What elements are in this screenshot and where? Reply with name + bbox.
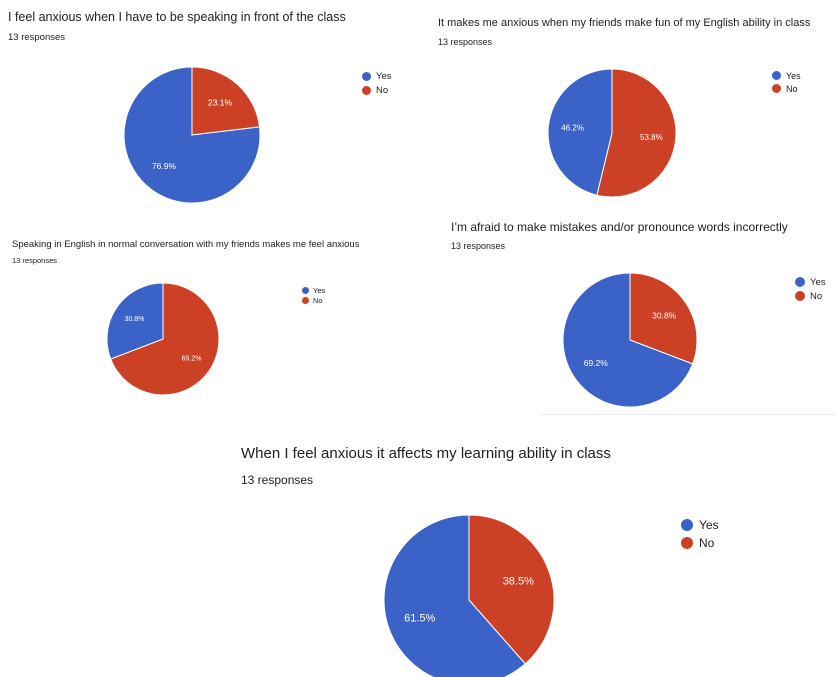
slice-label-no: 38.5% [503, 575, 534, 587]
legend-label: No [810, 290, 823, 302]
chart-legend: Yes No [795, 275, 826, 303]
legend-label: No [376, 84, 389, 96]
legend-label: Yes [786, 70, 801, 81]
pie-slice-no [629, 272, 698, 365]
chart-panel-4: I’m afraid to make mistakes and/or prono… [430, 210, 837, 415]
legend-dot-yes [772, 71, 781, 80]
legend-dot-yes [362, 71, 371, 81]
chart-title: I’m afraid to make mistakes and/or prono… [451, 220, 788, 234]
chart-title: Speaking in English in normal conversati… [12, 239, 360, 250]
legend-item-no: No [362, 83, 392, 97]
legend-item-yes: Yes [302, 285, 325, 295]
pie-slice-no [110, 282, 220, 396]
legend-dot-no [772, 84, 781, 93]
legend-label: Yes [313, 285, 326, 295]
chart-legend: Yes No [772, 69, 801, 95]
chart-subtitle: 13 responses [438, 37, 493, 47]
pie-chart: 53.8% 46.2% [547, 68, 677, 198]
legend-dot-yes [681, 519, 693, 531]
legend-item-no: No [795, 289, 826, 303]
chart-title: I feel anxious when I have to be speakin… [8, 10, 346, 24]
slice-label-no: 23.1% [208, 98, 233, 108]
slice-label-yes: 69.2% [584, 358, 609, 368]
slice-label-yes: 61.5% [404, 613, 435, 625]
legend-item-yes: Yes [362, 69, 392, 83]
chart-legend: Yes No [362, 69, 392, 97]
slice-label-yes: 46.2% [561, 123, 584, 132]
pie-slice-yes [123, 66, 261, 204]
legend-item-yes: Yes [681, 516, 719, 534]
pie-chart: 69.2% 30.8% [106, 282, 220, 396]
legend-label: No [786, 83, 798, 94]
legend-label: No [699, 536, 715, 550]
pie-chart: 23.1% 76.9% [123, 66, 261, 204]
legend-label: Yes [376, 70, 392, 82]
pie-slice-yes [562, 272, 694, 408]
chart-subtitle: 13 responses [241, 473, 314, 487]
pie-slice-yes [106, 282, 164, 360]
pie-chart: 38.5% 61.5% [383, 514, 555, 677]
pie-slice-no [468, 514, 555, 665]
legend-item-no: No [681, 534, 719, 552]
chart-title: It makes me anxious when my friends make… [438, 17, 811, 29]
slice-label-no: 30.8% [652, 311, 677, 321]
chart-panel-3: Speaking in English in normal conversati… [0, 225, 420, 410]
chart-subtitle: 13 responses [451, 241, 506, 251]
pie-slice-yes [547, 68, 613, 196]
chart-legend: Yes No [681, 516, 719, 552]
chart-title: When I feel anxious it affects my learni… [241, 445, 611, 462]
legend-dot-no [681, 537, 693, 549]
legend-item-yes: Yes [795, 275, 826, 289]
legend-label: No [313, 295, 323, 305]
legend-item-no: No [302, 295, 325, 305]
legend-item-no: No [772, 82, 801, 95]
slice-label-no: 69.2% [182, 356, 202, 363]
chart-panel-2: It makes me anxious when my friends make… [430, 0, 837, 210]
panel-bottom-border [540, 414, 837, 415]
chart-subtitle: 13 responses [12, 256, 58, 265]
chart-subtitle: 13 responses [8, 32, 66, 43]
legend-dot-yes [795, 277, 805, 287]
legend-dot-yes [302, 286, 309, 294]
slice-label-yes: 30.8% [124, 316, 144, 323]
legend-dot-no [302, 296, 309, 304]
pie-slice-yes [383, 514, 526, 677]
chart-panel-5: When I feel anxious it affects my learni… [0, 430, 837, 677]
legend-label: Yes [699, 518, 719, 532]
chart-legend: Yes No [302, 285, 325, 305]
slice-label-yes: 76.9% [152, 161, 177, 171]
slice-label-no: 53.8% [640, 133, 663, 142]
legend-item-yes: Yes [772, 69, 801, 82]
pie-chart: 30.8% 69.2% [562, 272, 698, 408]
legend-dot-no [362, 85, 371, 95]
legend-dot-no [795, 291, 805, 301]
pie-slice-no [191, 66, 261, 136]
pie-slice-no [596, 68, 677, 198]
chart-panel-1: I feel anxious when I have to be speakin… [0, 0, 420, 215]
legend-label: Yes [810, 276, 826, 288]
